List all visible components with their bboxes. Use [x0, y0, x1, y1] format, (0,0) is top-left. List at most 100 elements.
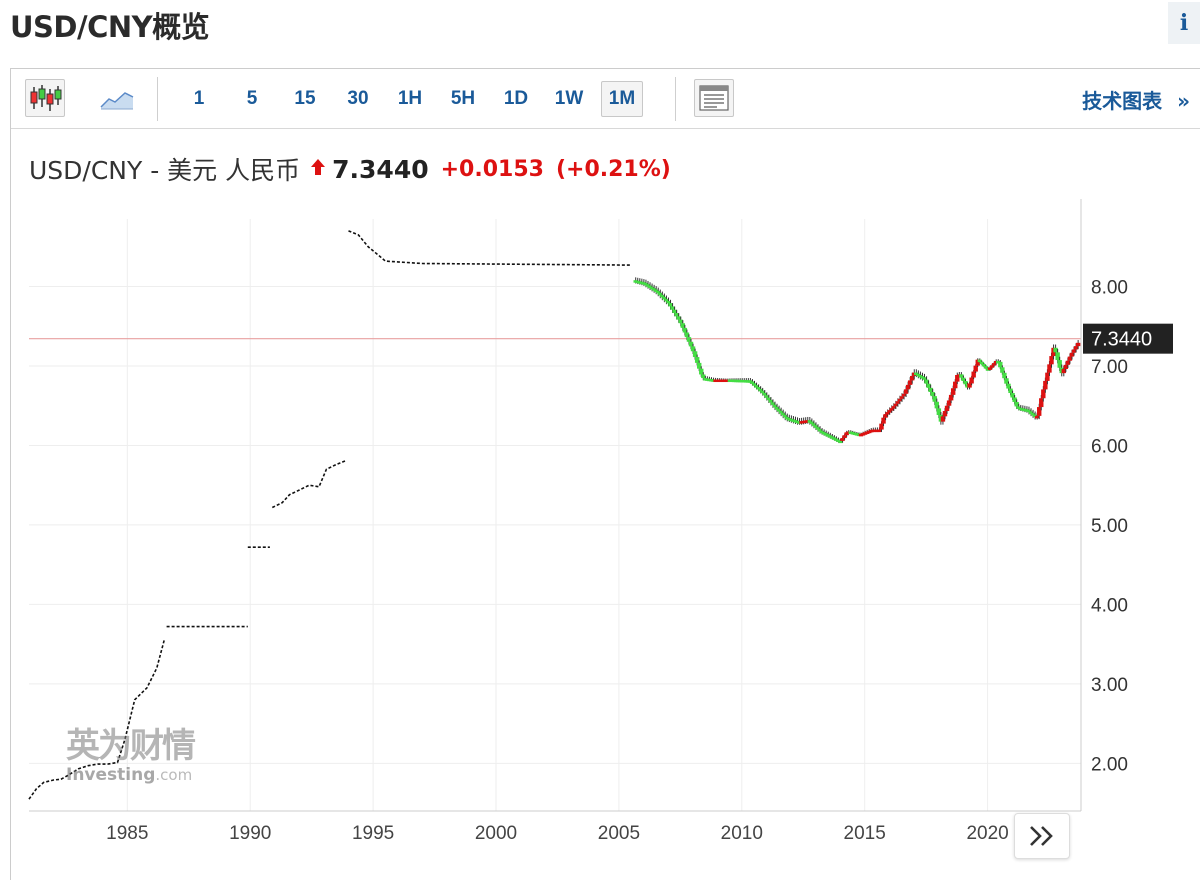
candle-body [879, 423, 884, 430]
candle-body [1049, 356, 1054, 365]
y-tick-label: 6.00 [1091, 436, 1128, 457]
interval-1d-button[interactable]: 1D [503, 88, 529, 109]
candle-body [762, 392, 767, 396]
price-chart[interactable]: 1985 1990 1995 2000 2005 2010 2015 2020 8.00 7.00… [11, 69, 1200, 880]
candle-body [989, 365, 995, 368]
expand-chart-button[interactable] [1014, 813, 1070, 859]
candle-body [1000, 367, 1005, 373]
watermark-brand-en: Investing [66, 765, 156, 785]
candle-body [692, 351, 698, 358]
candle-body [701, 374, 706, 379]
candle-body [1065, 360, 1071, 365]
tech-chart-link[interactable]: 技术图表 » [1082, 85, 1190, 114]
candle-body [950, 388, 956, 395]
candle-body [932, 396, 937, 402]
candle-body [961, 377, 966, 381]
candle-body [963, 380, 968, 385]
instrument-name: USD/CNY - 美元 人民币 [29, 156, 301, 185]
candle-body [780, 412, 786, 416]
candle-body [758, 388, 763, 392]
toolbar-separator [157, 77, 158, 121]
candle-body [901, 393, 907, 397]
candle-body [811, 423, 817, 426]
candle-body [696, 362, 702, 369]
candle-body [772, 404, 778, 408]
candle-body [1034, 415, 1040, 419]
y-tick-label: 2.00 [1091, 754, 1128, 775]
candle-body [981, 363, 987, 367]
current-price-tag [1083, 323, 1173, 354]
double-chevron-right-icon [1030, 826, 1053, 846]
candle-body [973, 365, 978, 372]
candlestick-icon[interactable] [25, 79, 65, 117]
candle-body [1047, 364, 1052, 373]
x-tick-label: 2005 [598, 823, 640, 844]
candle-body [934, 401, 940, 409]
candle-body [1057, 360, 1062, 368]
candle-body [1028, 411, 1034, 414]
interval-1min-button[interactable]: 1 [193, 88, 205, 109]
candle-body [1045, 372, 1050, 381]
candle-body [694, 357, 700, 363]
candle-body [948, 394, 954, 401]
candle-body [895, 401, 901, 404]
interval-15min-button[interactable]: 15 [294, 88, 316, 109]
candle-body [760, 390, 765, 394]
candle-body [946, 400, 952, 406]
price-segment-early [271, 459, 347, 509]
candle-body [1055, 352, 1060, 361]
data-table-icon[interactable] [694, 79, 734, 117]
interval-5min-button[interactable]: 5 [246, 88, 258, 109]
candle-body [967, 383, 972, 388]
candle-body [660, 294, 665, 298]
y-tick-label: 5.00 [1091, 516, 1128, 537]
candle-body [664, 298, 669, 302]
candle-body [815, 427, 821, 430]
candle-body [1012, 397, 1017, 402]
tech-chart-arrow-icon: » [1177, 89, 1190, 113]
watermark-brand-en-row: Investing.com [66, 765, 194, 785]
candle-body [924, 379, 929, 384]
candle-body [1063, 364, 1069, 369]
candle-body [678, 319, 683, 324]
candle-body [1004, 378, 1009, 384]
candle-body [684, 332, 690, 338]
interval-30min-button[interactable]: 30 [347, 88, 369, 109]
candle-body [645, 284, 651, 287]
candle-body [680, 323, 686, 328]
interval-1h-button[interactable]: 1H [397, 88, 423, 109]
info-icon[interactable]: i [1168, 2, 1200, 44]
candle-body [1071, 349, 1077, 353]
x-tick-label: 2000 [475, 823, 517, 844]
interval-5h-button[interactable]: 5H [450, 88, 476, 109]
candle-body [668, 303, 673, 307]
candle-body [1041, 389, 1046, 399]
up-arrow-icon [310, 158, 326, 180]
candle-body [809, 421, 815, 425]
candle-body [643, 282, 649, 286]
candle-body [910, 375, 915, 381]
candle-body [897, 398, 903, 402]
candle-body [682, 327, 688, 333]
candle-body [998, 361, 1003, 368]
chart-widget: 1 5 15 30 1H 5H 1D 1W 1M 技术图表 [10, 68, 1200, 880]
candle-body [975, 359, 980, 366]
candle-body [756, 386, 761, 390]
candle-body [838, 440, 843, 444]
candle-body [1030, 413, 1036, 416]
candle-body [1010, 393, 1015, 398]
candle-body [1073, 346, 1079, 350]
price-segment-early [28, 639, 165, 800]
candle-body [686, 337, 692, 342]
area-chart-icon[interactable] [97, 79, 137, 117]
candle-body [930, 391, 935, 397]
investing-watermark: 英为财情 Investing.com [66, 727, 196, 785]
y-tick-label: 7.00 [1091, 357, 1128, 378]
candle-body [676, 316, 681, 320]
x-tick-label: 2015 [844, 823, 886, 844]
candle-body [977, 359, 983, 363]
interval-1w-button[interactable]: 1W [554, 88, 584, 109]
interval-1m-button[interactable]: 1M [601, 81, 643, 117]
page-title: USD/CNY概览 [10, 10, 210, 44]
chart-grid [29, 219, 1081, 811]
